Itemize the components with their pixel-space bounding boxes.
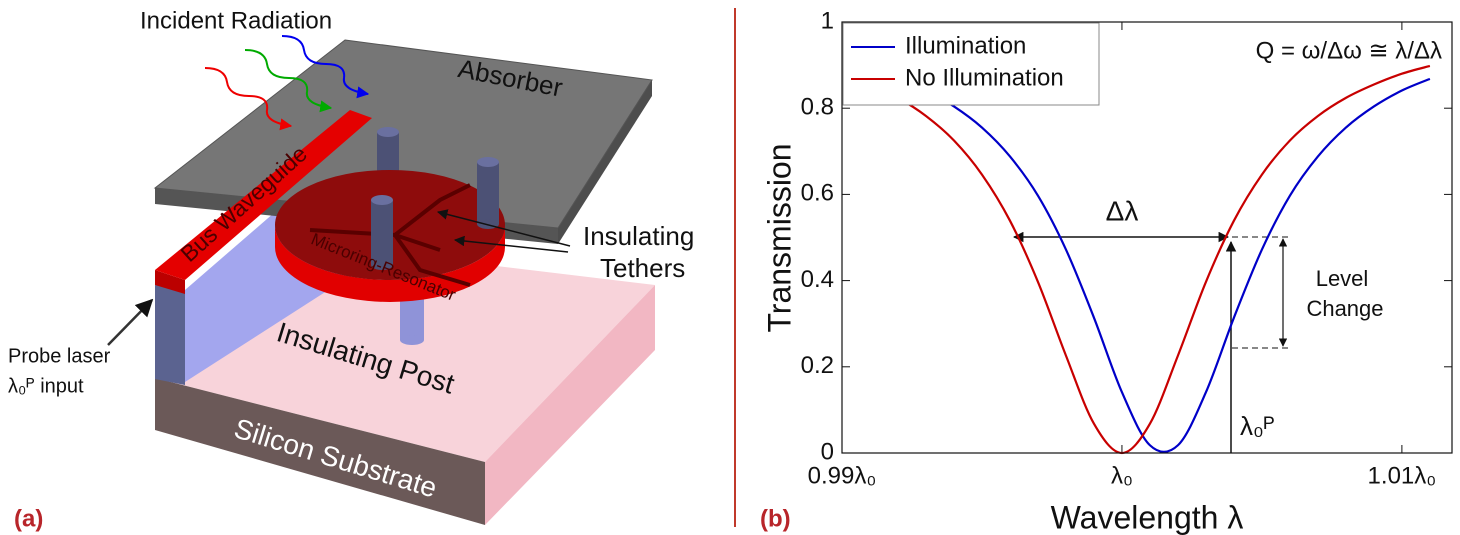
x-tick-label: λ₀	[1111, 462, 1133, 489]
x-tick-label: 0.99λ₀	[808, 462, 877, 489]
x-axis-label: Wavelength λ	[1051, 499, 1244, 535]
annotation: λ₀ᴾ	[1240, 411, 1275, 441]
legend-label: No Illumination	[905, 64, 1064, 91]
line-series	[842, 63, 1430, 452]
annotation: Change	[1306, 296, 1383, 321]
label: Insulating	[583, 221, 694, 251]
post	[477, 157, 499, 229]
y-tick-label: 0.4	[801, 266, 834, 293]
y-tick-label: 0	[821, 438, 834, 465]
y-axis-label: Transmission	[761, 143, 797, 332]
line-series	[842, 66, 1430, 453]
device-diagram: Incident Radiation Absorber Bus Waveguid…	[8, 7, 694, 532]
annotation: Δλ	[1106, 195, 1139, 226]
label: Incident Radiation	[140, 7, 332, 34]
y-tick-label: 0.2	[801, 352, 834, 379]
chart: (b) Transmission Wavelength λ Q = ω/Δω ≅…	[760, 7, 1452, 535]
y-tick-label: 1	[821, 7, 834, 34]
label: λ₀ᴾ input	[8, 375, 84, 397]
panel-label: (a)	[14, 505, 43, 532]
legend-label: Illumination	[905, 32, 1026, 59]
x-tick-label: 1.01λ₀	[1368, 462, 1437, 489]
annotation: Q = ω/Δω ≅ λ/Δλ	[1256, 37, 1442, 64]
figure: Incident Radiation Absorber Bus Waveguid…	[0, 0, 1460, 535]
annotation: Level	[1316, 266, 1369, 291]
label: Probe laser	[8, 345, 111, 367]
probe-arrow	[108, 300, 152, 345]
y-tick-label: 0.8	[801, 94, 834, 121]
waveguide-wall-edge	[155, 285, 185, 385]
label: Tethers	[600, 253, 685, 283]
y-tick-label: 0.6	[801, 180, 834, 207]
panel-label: (b)	[760, 505, 791, 532]
